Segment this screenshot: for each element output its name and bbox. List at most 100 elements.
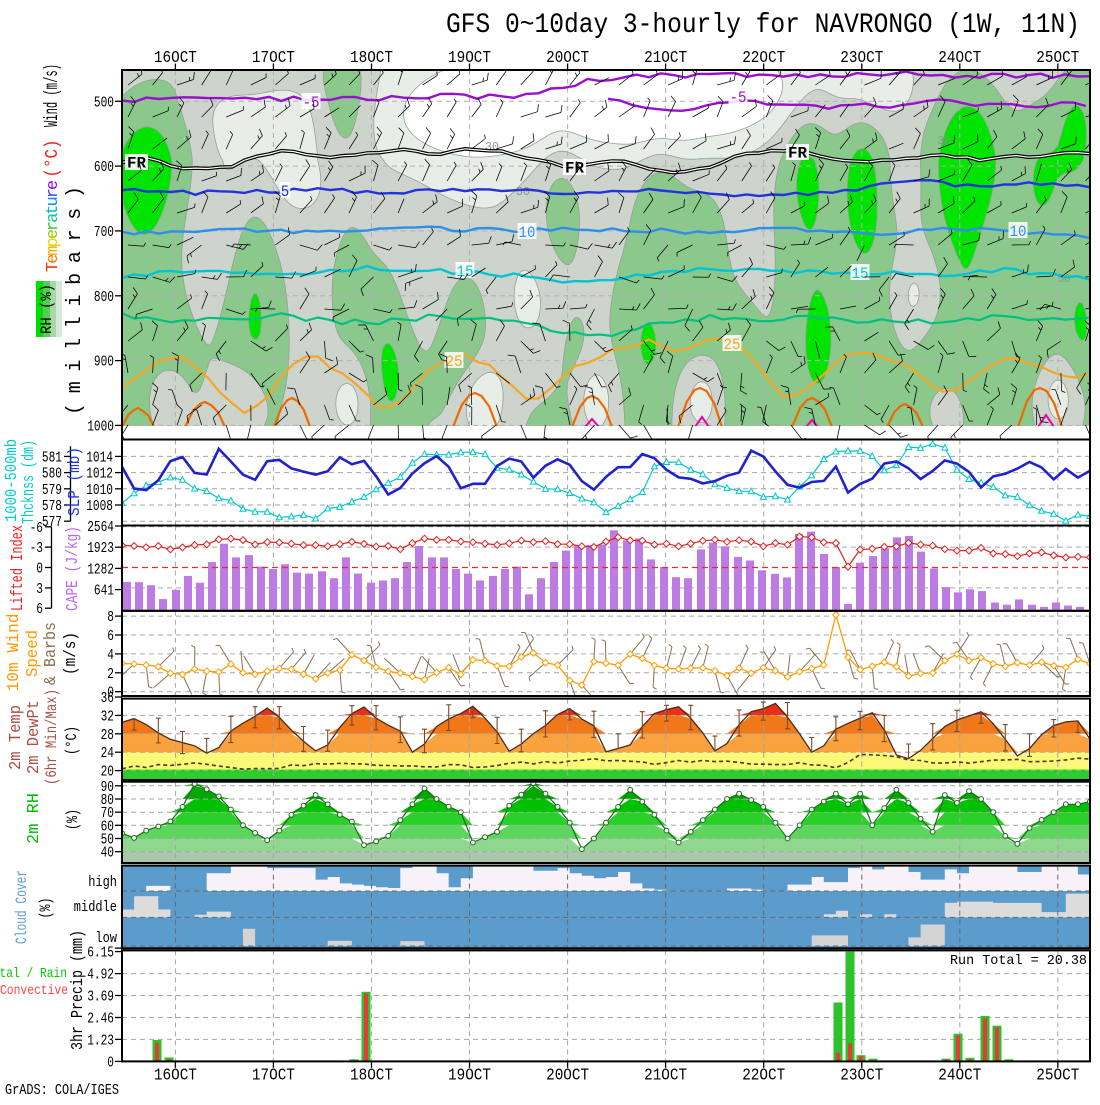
svg-text:90: 90 [101,779,114,796]
svg-text:m: m [44,245,63,255]
svg-text:t: t [44,204,63,214]
svg-text:580: 580 [42,466,62,483]
svg-text:25: 25 [724,336,741,354]
svg-text:40: 40 [101,845,114,862]
svg-text:Thcknss (dm): Thcknss (dm) [19,440,38,524]
svg-text:80: 80 [101,792,114,809]
svg-text:2: 2 [107,666,114,683]
svg-text:3: 3 [36,581,43,598]
svg-text:50: 50 [101,832,114,849]
svg-text:24: 24 [101,745,114,762]
svg-text:(m/s): (m/s) [62,632,81,675]
svg-text:23OCT: 23OCT [840,1066,883,1085]
svg-text:900: 900 [94,354,114,371]
svg-text:e: e [44,180,63,190]
svg-text:-5: -5 [303,94,320,112]
svg-text:Lifted Index: Lifted Index [8,525,27,611]
svg-text:30: 30 [937,134,951,148]
svg-text:2m DewPt: 2m DewPt [25,700,44,774]
svg-text:10m Wind: 10m Wind [5,614,24,692]
svg-text:CAPE (J/kg): CAPE (J/kg) [64,526,83,611]
svg-text:Run Total = 20.38: Run Total = 20.38 [950,953,1087,969]
svg-text:4: 4 [107,647,114,664]
svg-text:578: 578 [42,498,62,515]
svg-text:& Barbs: & Barbs [42,622,61,685]
svg-text:middle: middle [74,900,117,916]
svg-text:16OCT: 16OCT [154,1066,197,1085]
svg-text:1014: 1014 [86,449,113,466]
svg-text:20OCT: 20OCT [546,1066,589,1085]
svg-text:24OCT: 24OCT [938,1066,981,1085]
svg-text:2m RH: 2m RH [25,793,44,844]
svg-text:Speed: Speed [24,630,43,677]
svg-text:700: 700 [94,224,114,241]
svg-text:28: 28 [101,727,114,744]
svg-text:23OCT: 23OCT [840,48,883,67]
svg-text:17OCT: 17OCT [252,48,295,67]
svg-text:10: 10 [1010,223,1027,241]
svg-text:4.92: 4.92 [87,967,114,984]
svg-text:GrADS: COLA/IGES: GrADS: COLA/IGES [5,1083,119,1099]
svg-text:18OCT: 18OCT [350,1066,393,1085]
svg-text:SLP (mb): SLP (mb) [66,447,85,516]
svg-text:19OCT: 19OCT [448,1066,491,1085]
svg-text:5: 5 [281,183,290,201]
svg-text:25OCT: 25OCT [1036,48,1079,67]
svg-text:FR: FR [127,155,146,173]
svg-text:50: 50 [516,185,530,199]
svg-text:-3: -3 [30,540,43,557]
svg-text:579: 579 [42,482,62,499]
svg-text:0: 0 [107,685,114,702]
svg-text:(%): (%) [64,809,82,830]
svg-text:18OCT: 18OCT [350,48,393,67]
svg-text:36: 36 [101,690,114,707]
svg-text:22OCT: 22OCT [742,1066,785,1085]
svg-text:0: 0 [107,1054,114,1071]
svg-text:581: 581 [42,449,62,466]
svg-text:Convective: Convective [0,983,68,999]
svg-text:21OCT: 21OCT [644,48,687,67]
svg-text:6.15: 6.15 [87,945,114,962]
svg-text:FR: FR [788,145,807,163]
svg-text:20: 20 [101,764,114,781]
svg-text:-6: -6 [30,520,43,537]
svg-text:(6hr Min/Max): (6hr Min/Max) [43,689,61,785]
svg-text:FR: FR [565,160,584,178]
svg-text:6: 6 [107,628,114,645]
svg-text:2m Temp: 2m Temp [7,705,26,770]
svg-text:1008: 1008 [86,498,113,515]
svg-text:RH (%): RH (%) [38,284,56,334]
svg-text:1.23: 1.23 [87,1032,114,1049]
svg-text:2564: 2564 [87,519,114,536]
svg-text:16OCT: 16OCT [154,48,197,67]
svg-text:19OCT: 19OCT [448,48,491,67]
svg-text:25OCT: 25OCT [1036,1066,1079,1085]
svg-text:1010: 1010 [86,482,113,499]
svg-text:17OCT: 17OCT [252,1066,295,1085]
svg-text:3hr Precip (mm): 3hr Precip (mm) [68,930,87,1050]
svg-text:(°C): (°C) [63,726,81,755]
svg-text:20OCT: 20OCT [546,48,589,67]
svg-text:600: 600 [94,159,114,176]
svg-text:(%): (%) [37,898,55,919]
svg-text:2.46: 2.46 [87,1011,114,1028]
svg-text:a: a [44,213,63,223]
svg-text:641: 641 [94,583,114,600]
svg-text:15: 15 [457,263,474,281]
svg-text:24OCT: 24OCT [938,48,981,67]
svg-text:Cloud Cover: Cloud Cover [13,870,31,944]
svg-text:25: 25 [446,353,463,371]
svg-text:(°C): (°C) [43,140,63,178]
svg-text:3.69: 3.69 [87,989,114,1006]
svg-text:0: 0 [36,561,43,578]
svg-text:10: 10 [519,224,536,242]
svg-text:Total / Rain: Total / Rain [0,966,67,982]
svg-text:8: 8 [107,609,114,626]
svg-text:50: 50 [1057,272,1071,286]
svg-text:low: low [95,931,117,947]
svg-text:70: 70 [101,805,114,822]
svg-text:GFS 0~10day 3-hourly for NAVRO: GFS 0~10day 3-hourly for NAVRONGO (1W, 1… [446,10,1080,41]
svg-text:T: T [44,262,63,272]
svg-text:e: e [44,229,63,239]
svg-text:500: 500 [94,94,114,111]
